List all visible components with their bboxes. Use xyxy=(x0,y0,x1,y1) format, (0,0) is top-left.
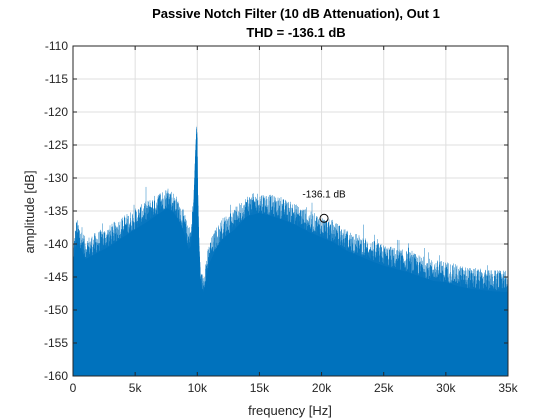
x-tick-label: 15k xyxy=(250,381,270,395)
marker-label: -136.1 dB xyxy=(302,189,346,200)
x-tick-label: 5k xyxy=(129,381,143,395)
spectrum-body xyxy=(73,125,508,376)
ticks: 0 5k 10k 15k 20k 25k 30k 35k -110 -115 -120 -125 -13… xyxy=(44,39,519,395)
spectrum-area xyxy=(72,125,509,376)
y-tick-label: -130 xyxy=(44,171,68,185)
x-tick-label: 25k xyxy=(374,381,394,395)
y-tick-label: -160 xyxy=(44,369,68,383)
y-axis-label: amplitude [dB] xyxy=(22,170,37,253)
x-tick-label: 20k xyxy=(312,381,332,395)
x-tick-label: 10k xyxy=(188,381,208,395)
y-tick-label: -145 xyxy=(44,270,68,284)
x-tick-label: 30k xyxy=(436,381,456,395)
chart-title: Passive Notch Filter (10 dB Attenuation)… xyxy=(152,6,440,21)
x-axis-label: frequency [Hz] xyxy=(248,403,332,418)
y-tick-label: -115 xyxy=(45,72,68,86)
y-tick-label: -140 xyxy=(44,237,68,251)
y-tick-label: -110 xyxy=(45,39,68,53)
y-tick-label: -155 xyxy=(44,336,68,350)
chart-subtitle: THD = -136.1 dB xyxy=(246,25,345,40)
y-tick-label: -150 xyxy=(44,303,68,317)
marker-circle xyxy=(319,213,329,223)
thd-marker: -136.1 dB xyxy=(302,189,346,223)
x-tick-label: 35k xyxy=(498,381,518,395)
x-tick-label: 0 xyxy=(70,381,77,395)
y-tick-label: -135 xyxy=(44,204,68,218)
y-tick-label: -125 xyxy=(44,138,68,152)
y-tick-label: -120 xyxy=(44,105,68,119)
